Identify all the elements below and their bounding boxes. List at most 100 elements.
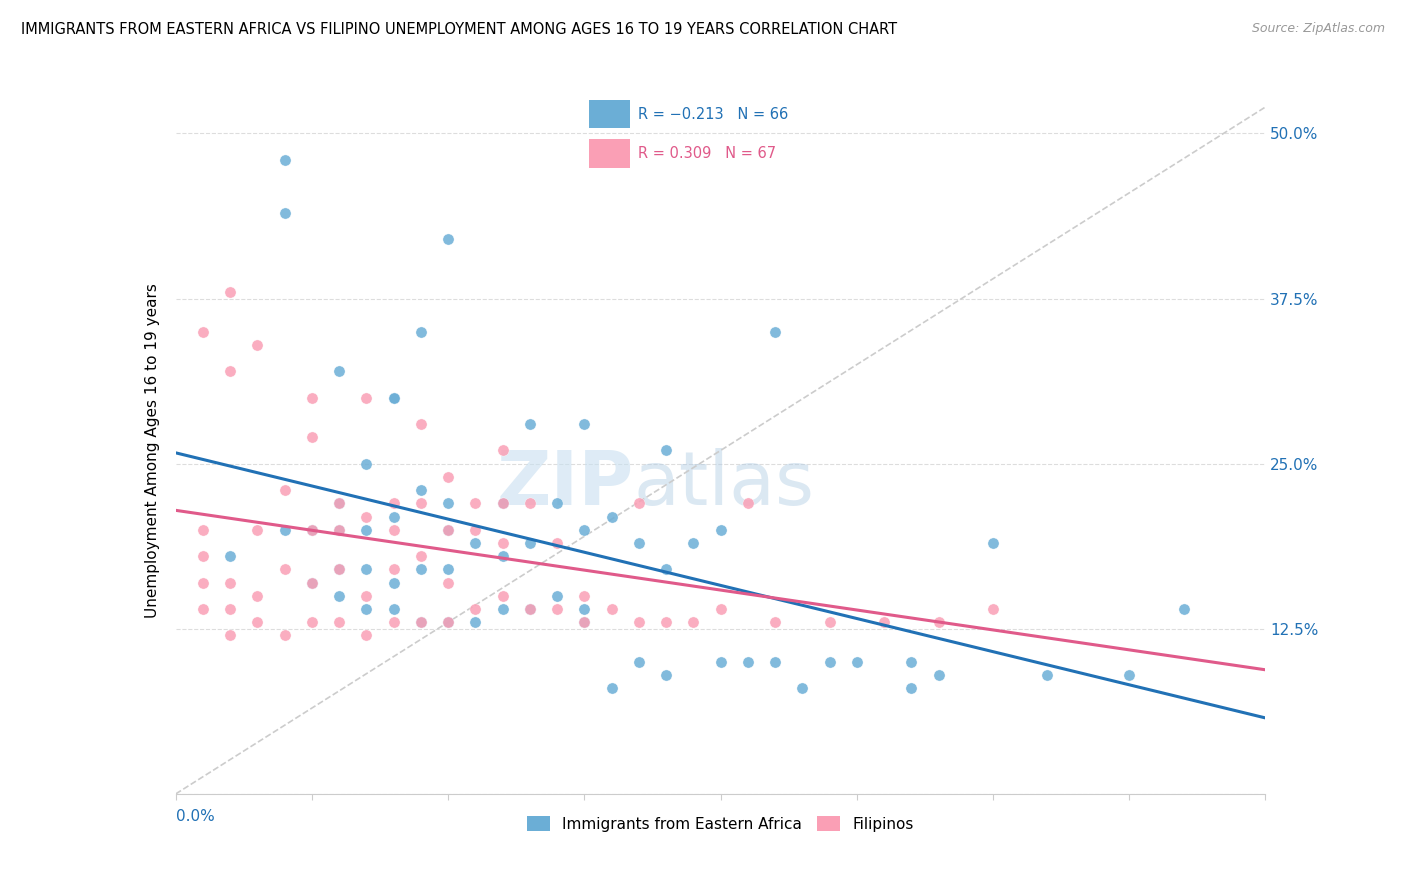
Point (274, 153, 297, 167)
Point (627, 496, 650, 510)
Point (191, 549, 214, 563)
Point (274, 205, 297, 219)
Point (464, 523, 486, 537)
Point (546, 589, 568, 603)
Point (191, 602, 214, 616)
Point (409, 417, 432, 431)
Point (356, 509, 378, 524)
Point (655, 668, 678, 682)
Point (464, 536, 486, 550)
Point (492, 589, 515, 603)
Point (191, 325, 214, 339)
Point (301, 575, 323, 590)
Point (600, 509, 623, 524)
Point (382, 391, 405, 405)
Point (301, 523, 323, 537)
Text: IMMIGRANTS FROM EASTERN AFRICA VS FILIPINO UNEMPLOYMENT AMONG AGES 16 TO 19 YEAR: IMMIGRANTS FROM EASTERN AFRICA VS FILIPI… (21, 22, 897, 37)
Point (437, 575, 460, 590)
Point (600, 681, 623, 696)
Point (328, 523, 350, 537)
Point (437, 615, 460, 630)
Point (409, 615, 432, 630)
Point (492, 549, 515, 563)
Point (246, 523, 269, 537)
Point (409, 496, 432, 510)
Point (492, 496, 515, 510)
Point (574, 523, 596, 537)
Point (382, 523, 405, 537)
Text: R = 0.309   N = 67: R = 0.309 N = 67 (638, 146, 776, 161)
Point (382, 562, 405, 576)
Point (328, 562, 350, 576)
Point (818, 655, 841, 669)
Point (519, 496, 541, 510)
Point (356, 523, 378, 537)
Point (492, 496, 515, 510)
Point (246, 615, 269, 630)
Point (328, 615, 350, 630)
Point (437, 523, 460, 537)
Point (382, 602, 405, 616)
Point (682, 536, 704, 550)
Point (356, 391, 378, 405)
Point (409, 325, 432, 339)
Point (574, 602, 596, 616)
Point (574, 417, 596, 431)
Point (437, 470, 460, 484)
Text: R = −0.213   N = 66: R = −0.213 N = 66 (638, 107, 789, 121)
Legend: Immigrants from Eastern Africa, Filipinos: Immigrants from Eastern Africa, Filipino… (522, 810, 920, 838)
Point (437, 562, 460, 576)
Point (328, 496, 350, 510)
Point (382, 575, 405, 590)
Point (382, 615, 405, 630)
Point (328, 589, 350, 603)
Text: ZIP: ZIP (496, 449, 633, 521)
Point (301, 430, 323, 444)
Point (301, 391, 323, 405)
Point (437, 232, 460, 246)
Point (574, 615, 596, 630)
Point (981, 536, 1004, 550)
Point (574, 615, 596, 630)
Point (246, 589, 269, 603)
Point (356, 589, 378, 603)
Text: Source: ZipAtlas.com: Source: ZipAtlas.com (1251, 22, 1385, 36)
Point (356, 602, 378, 616)
Point (409, 483, 432, 497)
Point (546, 602, 568, 616)
Point (873, 615, 896, 630)
Point (519, 602, 541, 616)
Point (274, 628, 297, 642)
Point (301, 615, 323, 630)
Point (627, 615, 650, 630)
Point (655, 443, 678, 458)
Point (845, 655, 868, 669)
Point (191, 575, 214, 590)
Point (492, 536, 515, 550)
Point (546, 496, 568, 510)
Point (409, 562, 432, 576)
Point (655, 615, 678, 630)
Point (328, 562, 350, 576)
Point (246, 338, 269, 352)
FancyBboxPatch shape (589, 100, 630, 128)
Point (409, 549, 432, 563)
Point (710, 523, 733, 537)
Point (328, 364, 350, 378)
Point (928, 668, 950, 682)
Point (464, 602, 486, 616)
Point (763, 325, 786, 339)
Point (682, 615, 704, 630)
Point (981, 602, 1004, 616)
Point (1036, 668, 1059, 682)
Point (274, 562, 297, 576)
FancyBboxPatch shape (589, 139, 630, 168)
Point (409, 615, 432, 630)
Point (737, 655, 759, 669)
Point (627, 536, 650, 550)
Point (492, 443, 515, 458)
Point (737, 496, 759, 510)
Point (710, 602, 733, 616)
Point (219, 628, 242, 642)
Point (1173, 602, 1195, 616)
